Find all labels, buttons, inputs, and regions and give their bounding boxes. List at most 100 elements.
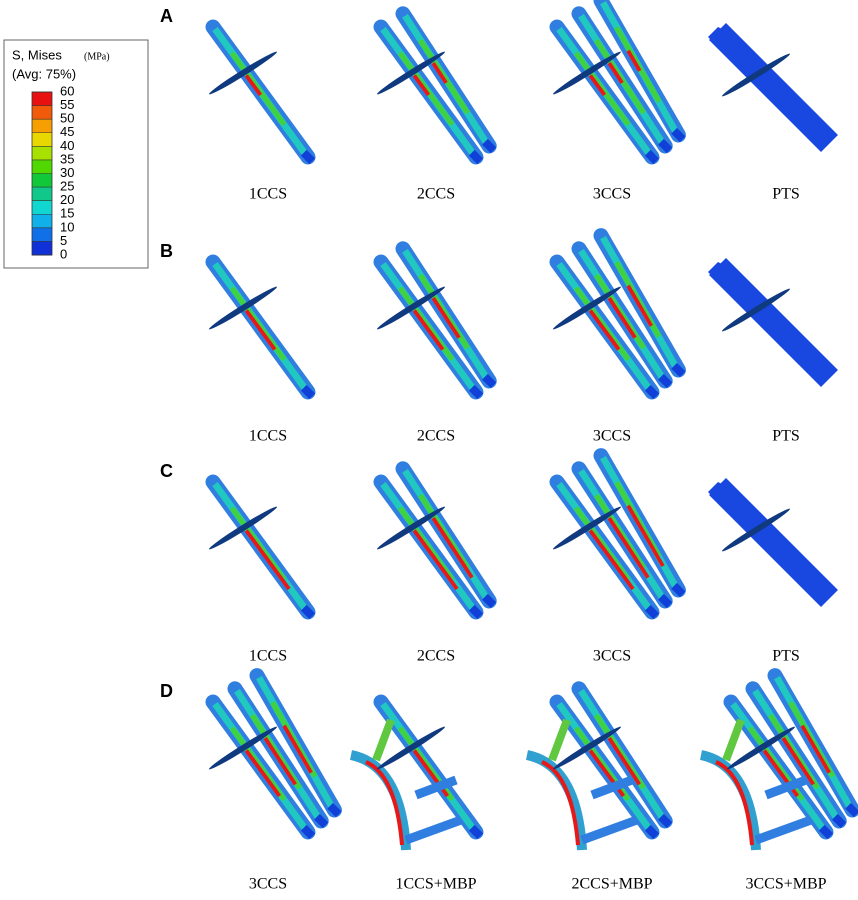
colorbar-label: 10 [60, 219, 74, 234]
model [708, 478, 838, 607]
model [373, 241, 497, 400]
colorbar-label: 55 [60, 97, 74, 112]
rod-cap [482, 593, 497, 609]
colorbar-band [32, 132, 52, 147]
blade [553, 726, 621, 770]
rod-stress [431, 62, 448, 84]
model-label: 3CCS [249, 876, 287, 893]
rod-stress [626, 284, 653, 327]
rod-stress [588, 74, 607, 97]
legend-title: S, Mises [12, 47, 62, 62]
rod-stress [244, 529, 291, 591]
rod [709, 258, 838, 387]
blade [377, 506, 445, 550]
blade [722, 288, 790, 332]
blade [553, 51, 621, 95]
model [373, 461, 497, 620]
model [205, 668, 342, 840]
blade [377, 51, 445, 95]
colorbar-band [32, 187, 52, 202]
model-label: 1CCS [249, 648, 287, 665]
rod-cap [845, 802, 858, 818]
rod-tip [708, 27, 734, 53]
colorbar-band [32, 92, 52, 107]
rod-stress [244, 749, 282, 798]
model-label: 2CCS [417, 648, 455, 665]
rod-stress [282, 724, 313, 774]
rod-stress [588, 529, 635, 591]
colorbar-band [32, 173, 52, 188]
plate-stress [715, 760, 754, 846]
plate [349, 750, 411, 851]
model-label: 2CCS+MBP [571, 876, 652, 893]
plate-stress [365, 760, 404, 846]
blade [722, 508, 790, 552]
colorbar-label: 20 [60, 192, 74, 207]
model [205, 19, 316, 165]
colorbar-band [32, 227, 52, 242]
blade [209, 726, 277, 770]
model-label: 3CCS [593, 648, 631, 665]
rod-cap [658, 138, 673, 154]
bar [580, 815, 639, 845]
rod-cap [482, 373, 497, 389]
blade [377, 726, 445, 770]
model-label: PTS [772, 648, 800, 665]
blade [727, 726, 795, 770]
blade [722, 53, 790, 97]
rod-cap [658, 373, 673, 389]
rod-cap [300, 384, 316, 400]
rod-cap [327, 802, 342, 818]
colorbar-band [32, 200, 52, 215]
panel-letter: B [160, 241, 173, 261]
model [549, 0, 686, 165]
colorbar-label: 60 [60, 83, 74, 98]
rod-cap [482, 138, 497, 154]
panel-letter: D [160, 681, 173, 701]
model-label: 3CCS+MBP [745, 876, 826, 893]
colorbar-band [32, 105, 52, 120]
model-label: PTS [772, 186, 800, 203]
rod-stress [412, 74, 431, 97]
rod-cap [644, 149, 660, 165]
colorbar-label: 15 [60, 206, 74, 221]
rod-stress [588, 309, 621, 351]
rod-cap [300, 824, 316, 840]
rod-tip [708, 482, 734, 508]
rod-stress [626, 504, 665, 568]
rod-tip [708, 262, 734, 288]
panel-letter: A [160, 6, 173, 26]
bar [754, 815, 813, 845]
model [549, 228, 686, 400]
rod-stress [607, 517, 650, 579]
model [708, 258, 838, 387]
bar [722, 718, 745, 762]
rod-stress [607, 737, 641, 786]
bar [764, 775, 808, 800]
model-label: 1CCS+MBP [395, 876, 476, 893]
blade [209, 286, 277, 330]
bar [372, 718, 395, 762]
bar [590, 775, 634, 800]
model [373, 6, 497, 165]
colorbar-band [32, 214, 52, 229]
colorbar-band [32, 119, 52, 134]
legend-unit: (MPa) [84, 51, 110, 62]
model [525, 681, 673, 851]
colorbar-label: 40 [60, 138, 74, 153]
rod-cap [658, 813, 673, 829]
rod-cap [300, 149, 316, 165]
rod-cap [671, 362, 686, 378]
bar [414, 775, 458, 800]
bar [404, 815, 463, 845]
colorbar-band [32, 159, 52, 174]
rod-cap [671, 127, 686, 143]
rod-cap [468, 604, 484, 620]
panels: A 1CCS 2CCS 3CCS PTS B 1CCS 2CCS 3CCS PTS C 1CCS 2CC… [160, 0, 858, 893]
plate-stress [541, 760, 580, 846]
model [349, 694, 484, 851]
plate [525, 750, 587, 851]
colorbar-label: 5 [60, 233, 67, 248]
colorbar-label: 35 [60, 151, 74, 166]
